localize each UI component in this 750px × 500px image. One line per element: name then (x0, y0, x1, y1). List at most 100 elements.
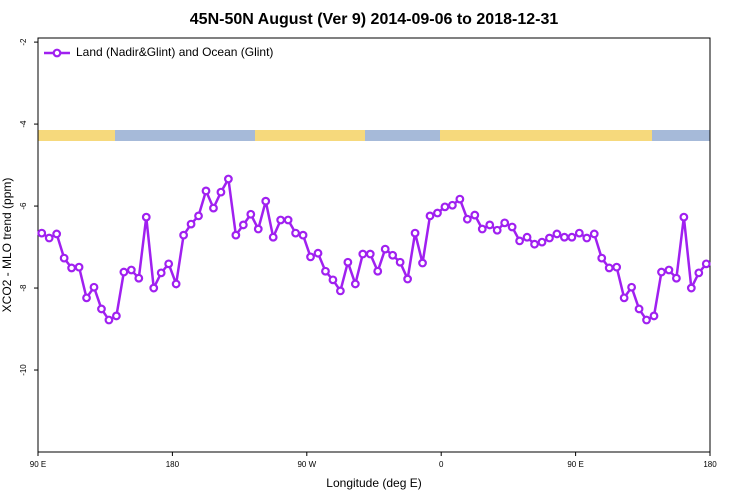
data-point (492, 225, 502, 235)
data-point (268, 232, 278, 242)
data-point (149, 283, 159, 293)
data-point (164, 259, 174, 269)
data-point (313, 248, 323, 258)
x-axis-label: Longitude (deg E) (326, 476, 421, 490)
data-point (44, 233, 54, 243)
data-point (261, 196, 271, 206)
x-tick-label: 90 E (30, 460, 46, 469)
data-point (67, 263, 76, 273)
data-point (365, 249, 375, 259)
data-point (597, 253, 607, 263)
data-point (291, 228, 301, 238)
data-point (589, 229, 599, 239)
data-point (223, 174, 233, 184)
data-point (194, 211, 203, 221)
data-point (477, 224, 487, 234)
data-point (485, 220, 495, 230)
data-point (522, 232, 532, 242)
data-point (373, 266, 383, 276)
y-tick-label: -2 (19, 38, 28, 46)
data-point (560, 232, 569, 242)
data-point (627, 282, 636, 292)
data-point (418, 258, 427, 268)
land (255, 130, 365, 141)
data-point (612, 262, 622, 272)
data-point (649, 311, 659, 321)
y-tick-label: -8 (19, 284, 28, 292)
data-point (470, 210, 480, 220)
data-point (231, 230, 241, 240)
data-point (283, 215, 293, 225)
x-tick-label: 180 (166, 460, 180, 469)
data-point (97, 304, 106, 314)
data-point (201, 186, 211, 196)
data-point (672, 273, 681, 283)
data-point (59, 253, 69, 263)
chart-title: 45N-50N August (Ver 9) 2014-09-06 to 201… (190, 11, 559, 28)
data-point (537, 237, 547, 247)
data-point (52, 229, 62, 239)
data-point (298, 230, 308, 240)
data-point (321, 266, 330, 276)
data-point (89, 282, 99, 292)
data-point (657, 267, 666, 277)
data-point (126, 265, 136, 275)
data-point (141, 212, 151, 222)
data-point (619, 293, 629, 303)
x-tick-label: 90 E (567, 460, 583, 469)
data-point (111, 311, 121, 321)
data-point (694, 268, 704, 278)
x-tick-label: 180 (703, 460, 717, 469)
data-point (642, 315, 651, 325)
data-point (545, 233, 554, 243)
y-tick-label: -4 (19, 120, 28, 128)
data-point (343, 257, 353, 267)
y-tick-label: -10 (19, 364, 28, 376)
data-point (403, 274, 413, 284)
land-ocean-band (38, 130, 710, 141)
data-point (209, 203, 218, 213)
data-point (395, 257, 405, 267)
data-point (679, 212, 689, 222)
data-point (410, 228, 420, 238)
data-point (74, 262, 84, 272)
legend-label: Land (Nadir&Glint) and Ocean (Glint) (76, 45, 273, 59)
data-point (448, 200, 457, 210)
data-point (425, 211, 435, 221)
data-point (604, 263, 614, 273)
data-point (530, 239, 539, 249)
land (440, 130, 652, 141)
data-point (350, 279, 360, 289)
data-point (455, 194, 465, 204)
data-point (686, 283, 696, 293)
data-point (380, 244, 390, 254)
data-point (253, 224, 263, 234)
data-point (500, 218, 510, 228)
data-point (701, 259, 711, 269)
data-point (186, 219, 196, 229)
y-axis-label: XCO2 - MLO trend (ppm) (0, 178, 14, 313)
y-tick-label: -6 (19, 202, 28, 210)
data-point (567, 232, 577, 242)
data-point (664, 265, 674, 275)
data-point (104, 315, 114, 325)
x-tick-label: 90 W (297, 460, 316, 469)
ocean (115, 130, 255, 141)
data-point (433, 208, 442, 218)
series-line (41, 175, 708, 322)
plot-frame (37, 37, 711, 453)
data-point (440, 202, 450, 212)
ocean (365, 130, 440, 141)
data-point (119, 267, 129, 277)
data-point (582, 233, 592, 243)
data-point (552, 229, 562, 239)
data-point (306, 252, 315, 262)
data-point (574, 228, 584, 238)
data-point (171, 279, 181, 289)
data-point (156, 268, 166, 278)
data-point (336, 286, 345, 296)
data-point (388, 250, 398, 260)
land (38, 130, 115, 141)
ocean (652, 130, 710, 141)
